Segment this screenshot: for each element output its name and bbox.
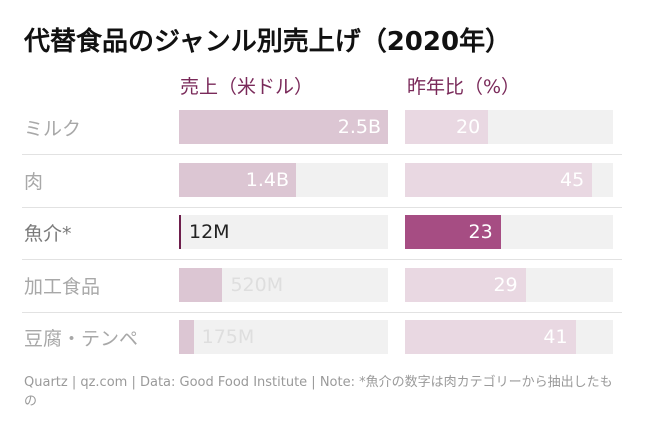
chart-title: 代替食品のジャンル別売上げ（2020年） [24,27,512,57]
yoy-bar-track: 45 [405,162,613,197]
sales-bar-track: 175M [179,320,388,354]
category-label: 加工食品 [24,275,101,298]
yoy-bar-track: 29 [405,267,613,302]
sales-bar-track: 12M [179,215,388,249]
category-label: 魚介* [24,223,72,245]
row-divider [22,259,622,260]
category-label: 豆腐・テンペ [24,328,139,350]
yoy-bar [405,110,489,144]
sales-value-label: 2.5B [337,116,381,138]
sales-column-header: 売上（米ドル） [180,76,314,98]
yoy-value-label: 45 [560,168,585,191]
sales-bar [179,267,223,302]
yoy-bar [405,162,593,197]
source-note: Quartz | qz.com | Data: Good Food Instit… [24,375,613,409]
sales-value-label: 1.4B [245,168,290,191]
yoy-bar-track: 23 [405,215,613,249]
yoy-value-label: 20 [456,116,481,138]
yoy-value-label: 41 [543,326,568,348]
yoy-bar-track: 41 [405,320,613,354]
sales-value-label: 12M [189,221,230,243]
sales-bar-track: 520M [179,267,388,302]
sales-bar [179,320,194,354]
category-label: 肉 [24,170,44,193]
yoy-bar-track: 20 [405,110,613,144]
row-divider [22,206,622,208]
row-divider [22,154,622,155]
sales-bar [179,215,181,249]
sales-bar-track: 2.5B [179,110,388,144]
sales-bar [179,162,297,197]
sales-value-label: 175M [201,326,255,348]
yoy-value-label: 29 [493,273,518,296]
yoy-bar [405,215,501,249]
yoy-bar [405,320,576,354]
sales-value-label: 520M [230,273,284,296]
row-divider [22,311,622,313]
category-label: ミルク [24,118,82,140]
yoy-value-label: 23 [468,221,493,243]
yoy-bar [405,267,526,302]
sales-bar-track: 1.4B [179,162,388,197]
sales-bar [179,110,388,144]
yoy-column-header: 昨年比（%） [407,76,521,98]
